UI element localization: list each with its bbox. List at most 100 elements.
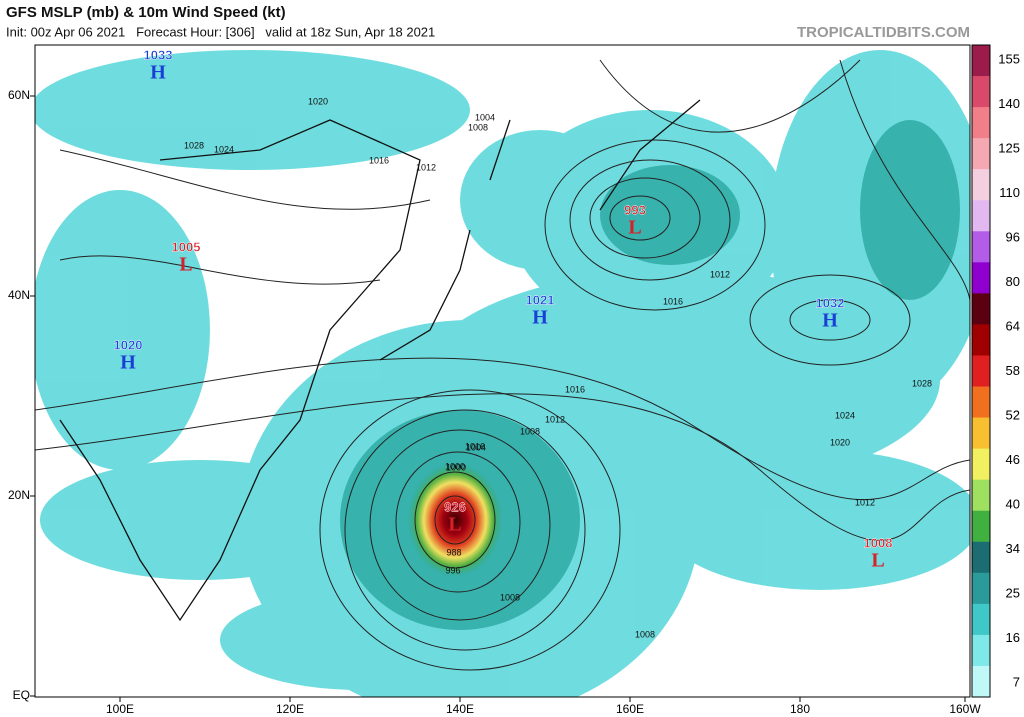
isobar-label: 1008 [520,426,540,436]
isobar-label: 988 [446,547,461,557]
isobar-label: 1000 [446,462,466,472]
wind-shading [35,50,970,697]
center-pressure: 926 [444,499,466,514]
colorbar-label: 7 [1013,674,1020,689]
isobar-label: 1024 [835,410,855,420]
lon-label: 120E [276,702,304,716]
colorbar-segment [972,603,990,636]
colorbar-label: 40 [1006,496,1020,511]
colorbar-label: 64 [1006,318,1020,333]
coastline-islands [379,99,701,361]
lat-label: EQ [13,688,30,702]
colorbar-frame [971,44,991,698]
colorbar-segment [972,293,990,325]
colorbar-segment [972,45,990,77]
colorbar-label: 25 [1006,585,1020,600]
typhoon-core [407,462,503,578]
colorbar-label: 80 [1006,274,1020,289]
center-pressure: 1033 [144,47,173,62]
center-letter: H [120,352,136,374]
colorbar-segment [972,665,990,698]
colorbar-segment [972,107,990,139]
lon-label: 140E [446,702,474,716]
subtitle: Init: 00z Apr 06 2021 Forecast Hour: [30… [6,24,435,39]
center-letter: L [871,550,884,572]
colorbar-segment [972,386,990,419]
colorbar-label: 155 [998,51,1020,66]
colorbar-segment [972,262,990,294]
isobar-label: 1012 [855,497,875,507]
isobar-label: 1008 [500,592,520,602]
isobar-label: 1016 [663,296,683,306]
isobar-label: 1004 [475,112,495,122]
isobar-label: 1028 [184,140,204,150]
title: GFS MSLP (mb) & 10m Wind Speed (kt) [6,4,286,21]
colorbar-segment [972,510,990,543]
colorbar-segment [972,76,990,108]
lon-label: 180 [790,702,810,716]
center-letter: L [179,254,192,276]
isobar-label: 1020 [308,96,328,106]
colorbar-segment [972,572,990,605]
isobar-label: 1016 [465,441,485,451]
isobar-label: 996 [445,565,460,575]
center-letter: H [532,307,548,329]
lat-label: 20N [8,488,30,502]
center-pressure: 1005 [172,239,201,254]
colorbar-segment [972,479,990,512]
isobar-label: 1024 [214,144,234,154]
colorbar-label: 96 [1006,229,1020,244]
isobar-label: 1012 [710,269,730,279]
isobar-label: 1000 [445,461,465,471]
isobar-label: 1008 [635,629,655,639]
lon-label: 160E [616,702,644,716]
isobar-label: 1016 [565,384,585,394]
center-pressure: 993 [624,202,646,217]
isobar-label: 1004 [466,442,486,452]
isobar-label: 1012 [416,162,436,172]
map: 1033H1020H1005L1021H993L1032H926L1008L10… [35,45,970,697]
center-letter: L [448,514,461,536]
isobar-label: 1012 [545,414,565,424]
colorbar-label: 52 [1006,407,1020,422]
isobar-label: 1028 [912,378,932,388]
colorbar-segment [972,355,990,388]
center-letter: L [628,217,641,239]
lon-label: 100E [106,702,134,716]
colorbar-segment [972,634,990,667]
colorbar-segment [972,541,990,574]
colorbar-segment [972,417,990,450]
center-pressure: 1008 [864,535,893,550]
colorbar-segment [972,231,990,263]
center-letter: H [150,62,166,84]
colorbar-segment [972,448,990,481]
colorbar-label: 46 [1006,452,1020,467]
colorbar-segment [972,169,990,201]
colorbar-label: 34 [1006,541,1020,556]
isobar-label: 1008 [468,122,488,132]
colorbar-label: 16 [1006,630,1020,645]
colorbar-label: 140 [998,96,1020,111]
center-pressure: 1020 [114,337,143,352]
isobar-label: 1020 [830,437,850,447]
lat-label: 40N [8,288,30,302]
map-frame [34,44,971,698]
isobar-label: 1016 [369,155,389,165]
colorbar-label: 110 [999,185,1020,200]
colorbar-segment [972,138,990,170]
colorbar-segment [972,200,990,232]
colorbar-label: 58 [1006,363,1020,378]
isobars [35,59,970,671]
lon-label: 160W [949,702,981,716]
colorbar-segment [972,324,990,356]
lat-label: 60N [8,88,30,102]
center-pressure: 1032 [816,295,845,310]
center-letter: H [822,310,838,332]
